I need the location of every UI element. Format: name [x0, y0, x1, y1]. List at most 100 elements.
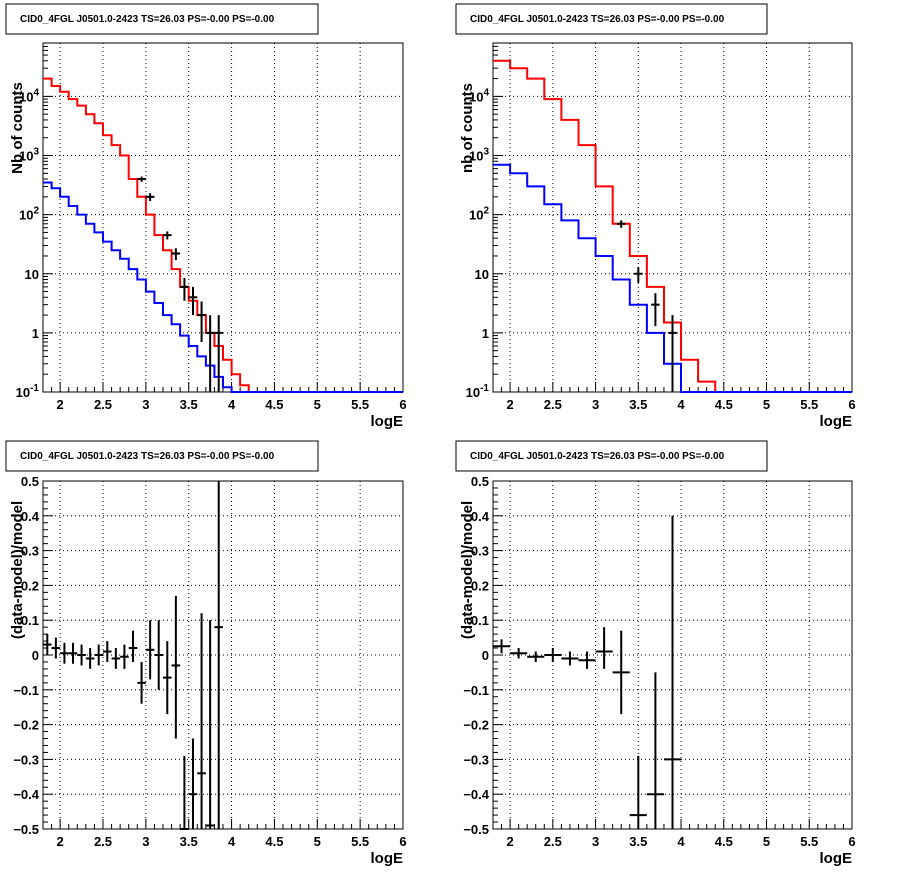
y-tick-label: 0.5: [471, 474, 489, 489]
gridlines: [43, 43, 403, 392]
x-tick-label: 4.5: [715, 834, 733, 849]
plot-frame: [42, 42, 404, 393]
series-data: [616, 220, 677, 392]
x-tick-label: 2.5: [544, 834, 562, 849]
series-model-component-line: [493, 163, 852, 393]
x-tick-label: 4: [228, 397, 236, 412]
y-tick-label: 1: [32, 326, 39, 341]
chart-panel-1: 2 2.5 3 3.5 4 4.5 5 5.5 6 10-1 1 10 102 103 104 logE Nb …: [5, 3, 407, 430]
x-tick-label: 5.5: [800, 397, 818, 412]
series-residual: [43, 481, 223, 830]
y-tick-label: 0.1: [21, 613, 39, 628]
chart-title: CID0_4FGL J0501.0-2423 TS=26.03 PS=-0.00…: [20, 451, 275, 462]
y-tick-label: 0.3: [471, 544, 489, 559]
y-tick-label: −0.4: [463, 787, 489, 802]
y-tick-label: −0.4: [13, 787, 39, 802]
y-tick-label: 0.1: [471, 613, 489, 628]
chart-panel-2: 2 2.5 3 3.5 4 4.5 5 5.5 6 10-1 1 10 102 103 104 logE nb …: [455, 3, 856, 430]
x-tick-label: 2: [57, 397, 64, 412]
chart-title: CID0_4FGL J0501.0-2423 TS=26.03 PS=-0.00…: [470, 14, 725, 25]
x-tick-label: 3.5: [180, 834, 198, 849]
x-tick-label: 2: [506, 397, 513, 412]
y-tick-label: 10: [25, 267, 39, 282]
chart-title: CID0_4FGL J0501.0-2423 TS=26.03 PS=-0.00…: [20, 14, 275, 25]
y-tick-label: 0: [482, 648, 489, 663]
y-tick-label: 104: [19, 87, 39, 104]
chart-panel-3: 2 2.5 3 3.5 4 4.5 5 5.5 6 −0.5 −0.4 −0.3 −0.2 −0.1 0 0.…: [5, 440, 407, 867]
x-tick-label: 3.5: [629, 834, 647, 849]
chart-title-box: [5, 3, 319, 35]
y-axis-label: nb of counts: [459, 83, 476, 173]
y-tick-label: 102: [19, 206, 39, 223]
chart-title-box: [455, 3, 768, 35]
x-tick-label: 3.5: [629, 397, 647, 412]
x-tick-label: 3: [142, 834, 149, 849]
y-tick-label: 0.2: [21, 578, 39, 593]
x-tick-label: 3: [592, 397, 599, 412]
y-tick-label: 0.3: [21, 544, 39, 559]
x-tick-label: 6: [848, 397, 855, 412]
x-tick-label: 5.5: [351, 834, 369, 849]
y-tick-label: −0.5: [13, 822, 39, 837]
x-tick-label: 6: [848, 834, 855, 849]
y-tick-label: 0.4: [471, 509, 490, 524]
y-tick-label: 102: [469, 206, 489, 223]
x-axis-label: logE: [820, 850, 853, 867]
y-tick-label: 103: [469, 147, 489, 164]
y-tick-label: −0.2: [13, 718, 39, 733]
gridlines: [43, 481, 403, 829]
y-tick-label: −0.5: [463, 822, 489, 837]
y-tick-label: −0.3: [13, 752, 39, 767]
x-axis-label: logE: [371, 413, 404, 430]
y-tick-label: 0.5: [21, 474, 39, 489]
x-tick-label: 4: [677, 834, 685, 849]
series-data: [137, 176, 223, 392]
x-tick-label: 2.5: [544, 397, 562, 412]
x-axis-label: logE: [371, 850, 404, 867]
x-tick-label: 5: [314, 834, 321, 849]
y-tick-label: −0.1: [13, 683, 39, 698]
x-tick-label: 2: [57, 834, 64, 849]
series-residual: [493, 515, 682, 829]
chart-panel-4: 2 2.5 3 3.5 4 4.5 5 5.5 6 −0.5 −0.4 −0.3 −0.2 −0.1 0 0.…: [455, 440, 856, 867]
y-tick-label: 10-1: [16, 383, 40, 400]
x-tick-label: 2.5: [94, 397, 112, 412]
y-tick-label: 0.4: [21, 509, 40, 524]
x-tick-label: 5: [763, 834, 770, 849]
y-tick-label: −0.1: [463, 683, 489, 698]
x-axis-label: logE: [820, 413, 853, 430]
y-axis-label: (data-model)/model: [9, 501, 26, 639]
y-tick-label: 10: [475, 267, 489, 282]
y-tick-label: −0.3: [463, 752, 489, 767]
chart-title: CID0_4FGL J0501.0-2423 TS=26.03 PS=-0.00…: [470, 451, 725, 462]
x-tick-label: 4.5: [265, 397, 283, 412]
y-tick-label: 1: [482, 326, 489, 341]
x-tick-label: 5: [763, 397, 770, 412]
x-tick-label: 4.5: [715, 397, 733, 412]
x-tick-label: 5: [314, 397, 321, 412]
x-tick-label: 5.5: [351, 397, 369, 412]
y-tick-label: 103: [19, 147, 39, 164]
y-axis-label: Nb of counts: [9, 82, 26, 174]
x-tick-label: 3.5: [180, 397, 198, 412]
x-tick-label: 4.5: [265, 834, 283, 849]
y-tick-label: 104: [469, 87, 489, 104]
x-tick-label: 3: [142, 397, 149, 412]
x-tick-label: 4: [677, 397, 685, 412]
y-axis-label: (data-model)/model: [459, 501, 476, 639]
x-tick-label: 5.5: [800, 834, 818, 849]
x-tick-label: 2.5: [94, 834, 112, 849]
x-tick-label: 6: [399, 397, 406, 412]
x-tick-label: 2: [506, 834, 513, 849]
x-tick-label: 6: [399, 834, 406, 849]
chart-title-box: [5, 440, 319, 472]
y-tick-label: −0.2: [463, 718, 489, 733]
y-tick-label: 10-1: [466, 383, 490, 400]
chart-title-box: [455, 440, 768, 472]
x-tick-label: 3: [592, 834, 599, 849]
x-tick-label: 4: [228, 834, 236, 849]
y-tick-label: 0.2: [471, 578, 489, 593]
series-model-total-line: [43, 77, 403, 393]
series-model-component-line: [43, 181, 403, 393]
